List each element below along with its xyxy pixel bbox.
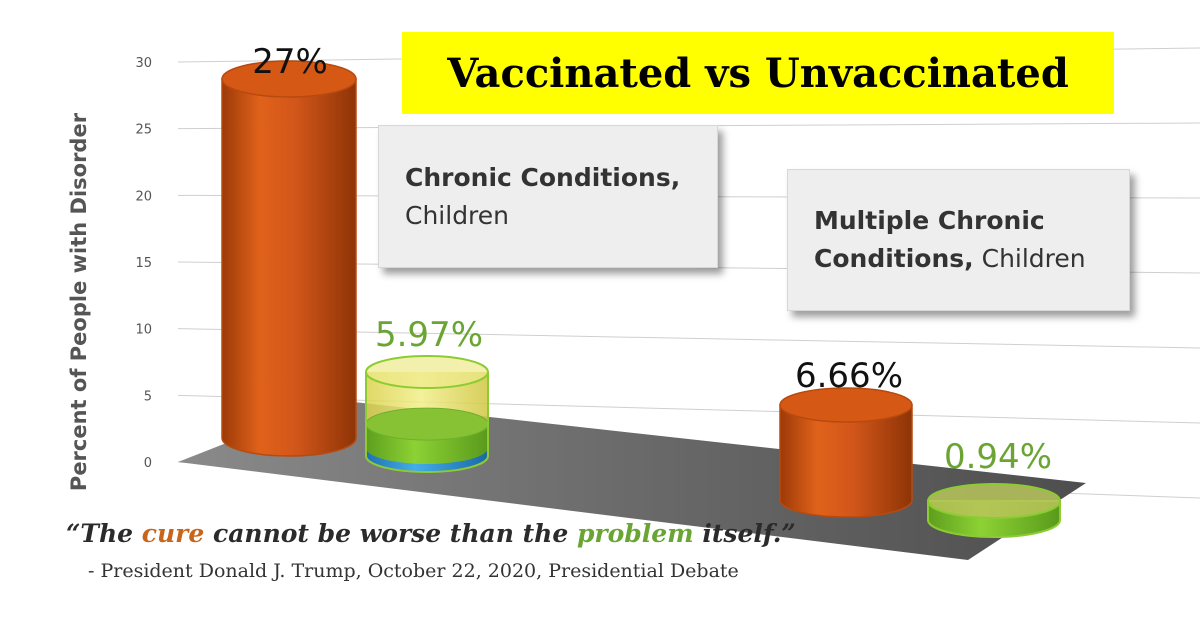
bar-series1-multiple-chronic xyxy=(779,387,913,518)
quote-close: itself.” xyxy=(693,519,796,548)
data-label-6-66: 6.66% xyxy=(795,356,903,396)
bar-series1-chronic xyxy=(221,60,357,457)
y-tick-label: 5 xyxy=(144,389,152,404)
category-box-bold: Chronic Conditions, xyxy=(405,162,681,192)
quote-word-problem: problem xyxy=(576,519,694,548)
y-axis-label: Percent of People with Disorder xyxy=(67,112,91,491)
bar-series2-multiple-chronic xyxy=(927,483,1061,538)
quote-mid: cannot be worse than the xyxy=(204,519,577,548)
bar-series2-chronic xyxy=(365,355,489,473)
y-tick-label: 25 xyxy=(135,123,152,138)
bars xyxy=(221,60,1061,538)
y-tick-label: 10 xyxy=(135,323,152,338)
category-box-regular: Children xyxy=(981,244,1086,273)
chart-title: Vaccinated vs Unvaccinated xyxy=(447,49,1069,97)
quote-open: “The xyxy=(66,519,142,548)
quote-attribution: - President Donald J. Trump, October 22,… xyxy=(88,560,739,582)
category-box-bold-2: Conditions, xyxy=(814,244,974,273)
category-box-chronic: Chronic Conditions, Children xyxy=(378,125,718,268)
data-label-0-94: 0.94% xyxy=(944,437,1052,477)
category-box-bold: Multiple Chronic xyxy=(814,206,1045,235)
category-box-line2: Conditions, Children xyxy=(814,240,1129,278)
y-tick-label: 15 xyxy=(135,256,152,271)
y-tick-label: 30 xyxy=(135,56,152,71)
y-axis-ticks: 0 5 10 15 20 25 30 xyxy=(135,56,152,471)
data-label-5-97: 5.97% xyxy=(375,315,483,355)
chart-title-banner: Vaccinated vs Unvaccinated xyxy=(402,32,1114,114)
y-tick-label: 0 xyxy=(144,456,152,471)
category-box-multiple-chronic: Multiple Chronic Conditions, Children xyxy=(787,169,1130,311)
data-label-27: 27% xyxy=(252,42,328,82)
quote: “The cure cannot be worse than the probl… xyxy=(66,519,796,548)
quote-word-cure: cure xyxy=(141,519,205,548)
y-tick-label: 20 xyxy=(135,189,152,204)
data-labels: 27% 5.97% 6.66% 0.94% xyxy=(252,42,1052,477)
category-box-regular: Children xyxy=(405,200,510,230)
